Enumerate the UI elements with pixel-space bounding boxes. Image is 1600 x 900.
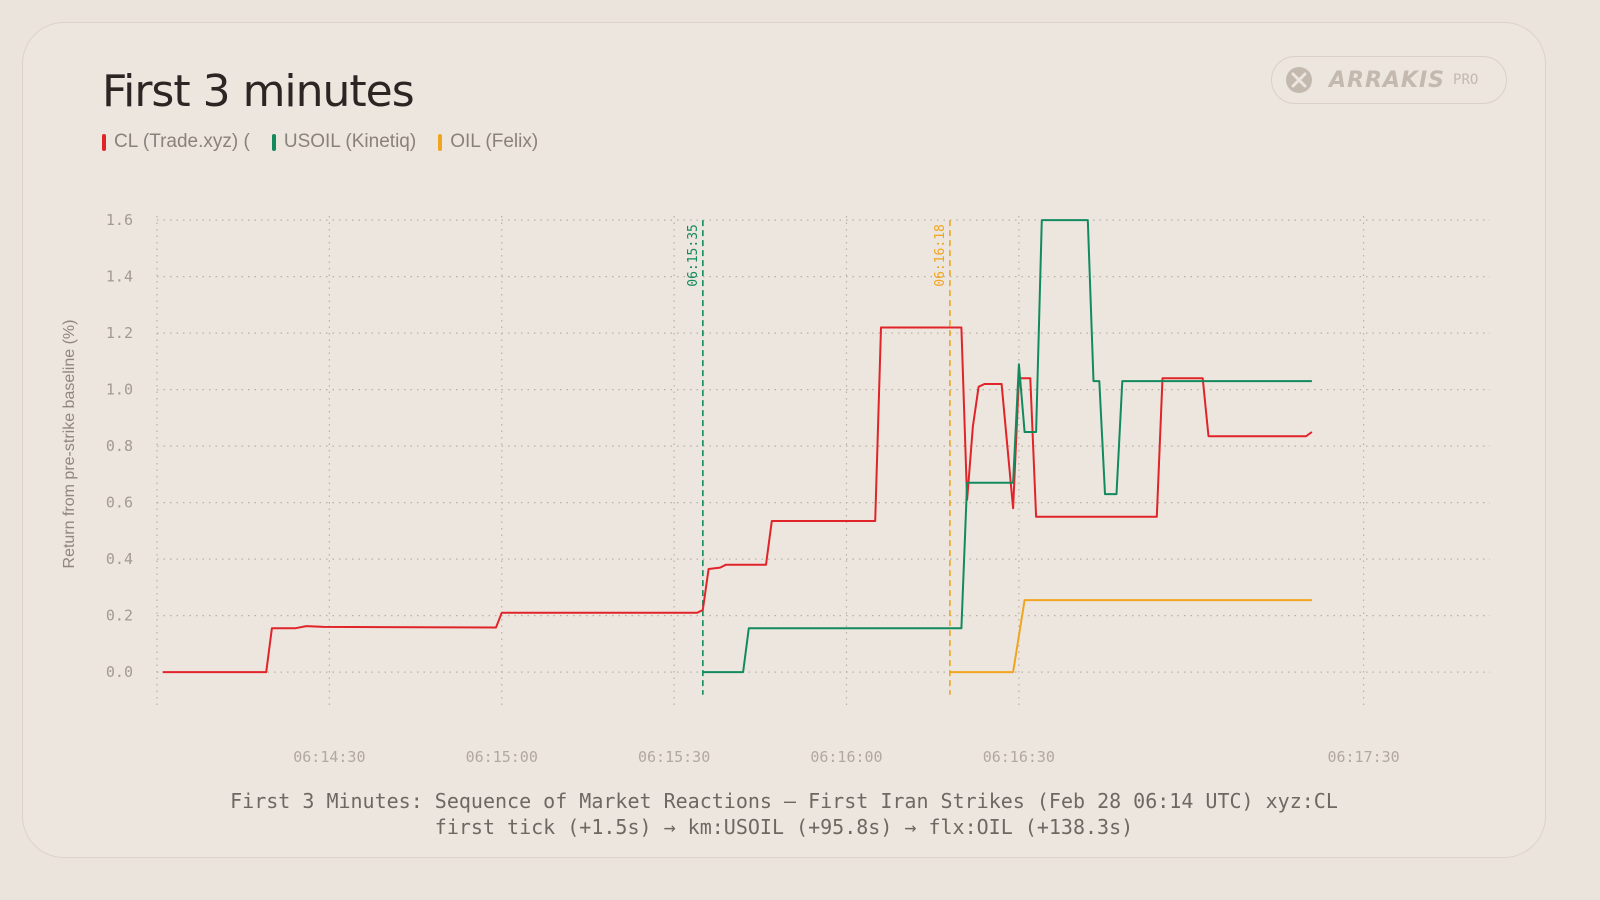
y-tick-label: 0.2 bbox=[106, 607, 133, 625]
legend-swatch-usoil bbox=[271, 133, 276, 151]
y-axis-label: Return from pre-strike baseline (%) bbox=[61, 320, 78, 569]
x-tick-label: 06:14:30 bbox=[293, 748, 365, 766]
y-tick-label: 0.0 bbox=[106, 663, 133, 681]
y-tick-label: 1.2 bbox=[106, 324, 133, 342]
legend-item-usoil[interactable]: USOIL (Kinetiq) bbox=[271, 131, 417, 153]
y-tick-label: 0.8 bbox=[106, 437, 133, 455]
legend: CL (Trade.xyz) ( USOIL (Kinetiq) OIL (Fe… bbox=[102, 128, 538, 156]
x-tick-label: 06:15:00 bbox=[466, 748, 538, 766]
y-tick-label: 1.6 bbox=[106, 211, 133, 229]
chart-title: First 3 minutes bbox=[102, 66, 415, 117]
legend-swatch-oil bbox=[438, 133, 443, 151]
event-marker-label: 06:16:18 bbox=[933, 224, 948, 287]
arrakis-logo-icon bbox=[1286, 67, 1312, 93]
logo-wordmark: ARRAKIS bbox=[1329, 67, 1446, 93]
logo-pro-badge: PRO bbox=[1453, 72, 1479, 88]
legend-label-usoil: USOIL (Kinetiq) bbox=[283, 131, 417, 152]
chart-caption: First 3 Minutes: Sequence of Market Reac… bbox=[0, 788, 1568, 840]
legend-item-oil[interactable]: OIL (Felix) bbox=[438, 131, 538, 153]
x-tick-label: 06:16:30 bbox=[983, 748, 1055, 766]
caption-line-2: first tick (+1.5s) → km:USOIL (+95.8s) →… bbox=[434, 815, 1134, 839]
series-line-2 bbox=[949, 599, 1312, 674]
x-tick-label: 06:17:30 bbox=[1327, 748, 1399, 766]
arrakis-pro-logo[interactable]: ARRAKIS PRO bbox=[1271, 56, 1507, 104]
legend-label-cl: CL (Trade.xyz) ( bbox=[114, 131, 250, 152]
event-marker-label: 06:15:35 bbox=[686, 224, 701, 287]
caption-line-1: First 3 Minutes: Sequence of Market Reac… bbox=[230, 789, 1338, 813]
y-tick-label: 0.4 bbox=[106, 550, 133, 568]
legend-item-cl[interactable]: CL (Trade.xyz) ( bbox=[102, 131, 250, 153]
legend-swatch-cl bbox=[102, 133, 106, 151]
x-tick-label: 06:15:30 bbox=[638, 748, 710, 766]
legend-label-oil: OIL (Felix) bbox=[450, 131, 539, 152]
y-tick-label: 1.4 bbox=[106, 268, 133, 286]
y-tick-label: 0.6 bbox=[106, 494, 133, 512]
chart-card bbox=[22, 22, 1546, 858]
series-line-0 bbox=[162, 326, 1313, 674]
y-tick-label: 1.0 bbox=[106, 381, 133, 399]
x-tick-label: 06:16:00 bbox=[810, 748, 882, 766]
series-line-1 bbox=[702, 219, 1312, 674]
